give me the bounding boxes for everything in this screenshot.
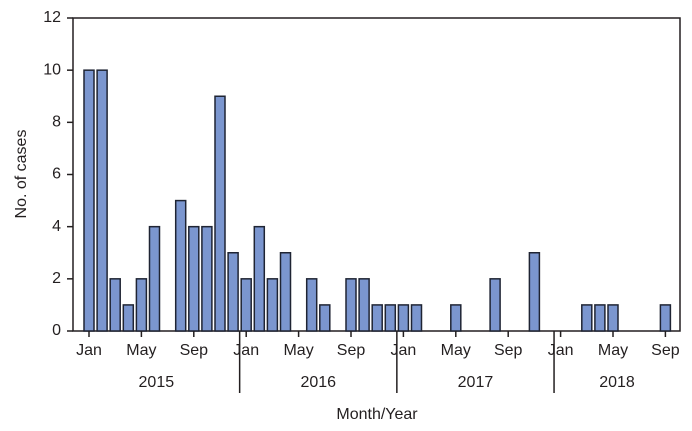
bar (371, 304, 383, 332)
x-tick-label: Sep (651, 342, 680, 359)
bar (607, 304, 619, 332)
y-tick-label: 2 (52, 270, 61, 287)
bar (581, 304, 593, 332)
bar (188, 225, 200, 332)
x-tick-label: May (441, 342, 471, 359)
x-tick-label: Sep (494, 342, 523, 359)
x-tick-label: Jan (548, 342, 574, 359)
bar (214, 95, 226, 332)
bar (227, 252, 239, 332)
bar (201, 225, 213, 332)
x-tick-label: Jan (76, 342, 102, 359)
bar (266, 278, 279, 332)
y-tick-label: 8 (52, 114, 61, 131)
x-tick-label: Jan (391, 342, 417, 359)
bar (450, 304, 462, 332)
y-axis-label: No. of cases (13, 130, 30, 219)
x-tick-label: May (126, 342, 156, 359)
bar (109, 278, 121, 332)
year-label: 2016 (300, 374, 336, 391)
bar (319, 304, 331, 332)
bar (345, 278, 357, 332)
bar (122, 304, 135, 332)
bar (410, 304, 423, 332)
x-tick-label: May (283, 342, 313, 359)
bar (397, 304, 410, 332)
bar (148, 225, 161, 332)
bar (659, 304, 672, 332)
bar (305, 278, 318, 332)
x-axis-label: Month/Year (336, 406, 418, 423)
x-tick-label: Sep (337, 342, 366, 359)
bar (135, 278, 148, 332)
x-tick-label: May (598, 342, 628, 359)
x-tick-label: Jan (233, 342, 259, 359)
y-tick-label: 10 (43, 61, 61, 78)
bar (489, 278, 501, 332)
y-tick-label: 12 (43, 9, 61, 26)
bar (358, 278, 370, 332)
bar (83, 69, 95, 332)
y-tick-label: 4 (52, 218, 61, 235)
x-tick-label: Sep (180, 342, 209, 359)
y-tick-label: 0 (52, 322, 61, 339)
bar (279, 252, 292, 332)
bar (174, 199, 187, 332)
year-label: 2017 (458, 374, 494, 391)
bar (96, 69, 108, 332)
bar (240, 278, 252, 332)
y-tick-label: 6 (52, 166, 61, 183)
bar (528, 252, 541, 332)
bar (594, 304, 606, 332)
year-label: 2015 (139, 374, 175, 391)
plot-frame (72, 17, 681, 332)
bar (384, 304, 397, 332)
bar (253, 225, 266, 332)
year-label: 2018 (599, 374, 635, 391)
